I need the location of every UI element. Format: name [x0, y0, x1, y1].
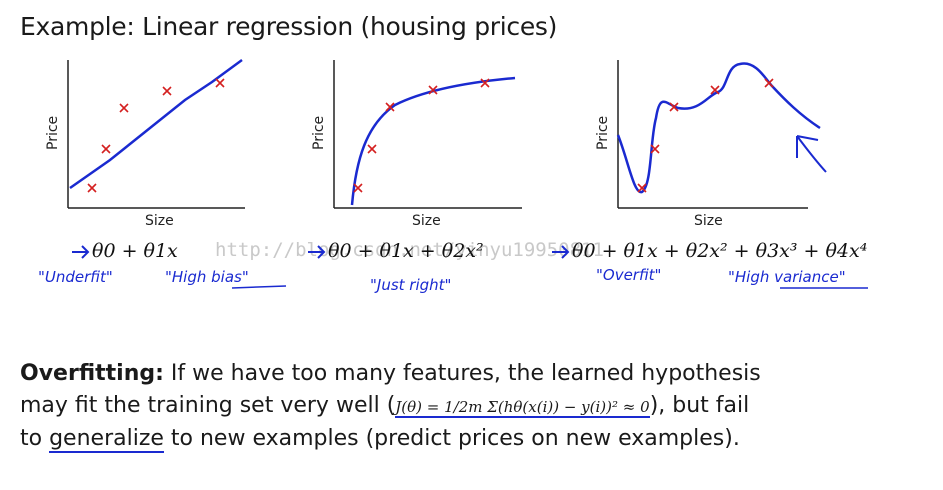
- overfitting-paragraph: Overfitting: If we have too many feature…: [20, 358, 920, 455]
- note-underfit: "Underfit": [38, 268, 113, 286]
- data-point: [87, 183, 97, 193]
- data-point: [764, 78, 774, 88]
- arrow-icon: [552, 245, 570, 259]
- note-underline: [231, 285, 287, 289]
- data-point: [480, 78, 490, 88]
- formula-just-right: θ0 + θ1x + θ2x²: [328, 240, 484, 262]
- data-point: [669, 102, 679, 112]
- fit-curve: [616, 62, 821, 194]
- y-axis-label: Price: [595, 116, 611, 150]
- data-point: [428, 85, 438, 95]
- panel-underfit: Price Size: [45, 58, 245, 229]
- data-point: [353, 183, 363, 193]
- annotation-arrow-icon: [796, 135, 827, 173]
- generalize-term: generalize: [49, 426, 164, 453]
- paragraph-line-1: Overfitting: If we have too many feature…: [20, 361, 761, 386]
- note-high-bias: "High bias": [165, 268, 249, 286]
- fit-line: [69, 58, 243, 190]
- data-point: [385, 102, 395, 112]
- data-point: [215, 78, 225, 88]
- data-points: [87, 78, 225, 193]
- y-axis-label: Price: [45, 116, 61, 150]
- data-point: [119, 103, 129, 113]
- y-axis-label: Price: [311, 116, 327, 150]
- x-axis-label: Size: [694, 213, 723, 229]
- arrow-icon: [72, 245, 90, 259]
- fit-curve: [350, 76, 516, 206]
- arrow-icon: [308, 245, 326, 259]
- data-point: [162, 86, 172, 96]
- paragraph-line-3: to generalize to new examples (predict p…: [20, 426, 740, 453]
- formula-overfit: θ0 + θ1x + θ2x² + θ3x³ + θ4x⁴: [572, 240, 867, 262]
- overfitting-term: Overfitting:: [20, 361, 164, 386]
- x-axis-label: Size: [412, 213, 441, 229]
- data-point: [637, 183, 647, 193]
- data-points: [637, 78, 774, 193]
- note-just-right: "Just right": [370, 276, 451, 294]
- data-point: [367, 144, 377, 154]
- cost-equation: J(θ) = 1/2m Σ(hθ(x(i)) − y(i))² ≈ 0: [395, 398, 650, 418]
- data-points: [353, 78, 490, 193]
- panel-just-right: Price Size: [311, 60, 522, 229]
- data-point: [650, 144, 660, 154]
- paragraph-line-2: may fit the training set very well (J(θ)…: [20, 393, 750, 418]
- formula-underfit: θ0 + θ1x: [92, 240, 178, 262]
- data-point: [710, 85, 720, 95]
- page-title: Example: Linear regression (housing pric…: [20, 12, 558, 41]
- watermark: http://blog.csdn.net/yinyu19950811: [215, 239, 604, 261]
- data-point: [101, 144, 111, 154]
- panel-overfit: Price Size: [595, 60, 827, 229]
- x-axis-label: Size: [145, 213, 174, 229]
- note-overfit: "Overfit": [596, 266, 661, 284]
- note-high-variance: "High variance": [728, 268, 846, 286]
- figure-panels: Price Size Price Size Price Size: [38, 58, 868, 294]
